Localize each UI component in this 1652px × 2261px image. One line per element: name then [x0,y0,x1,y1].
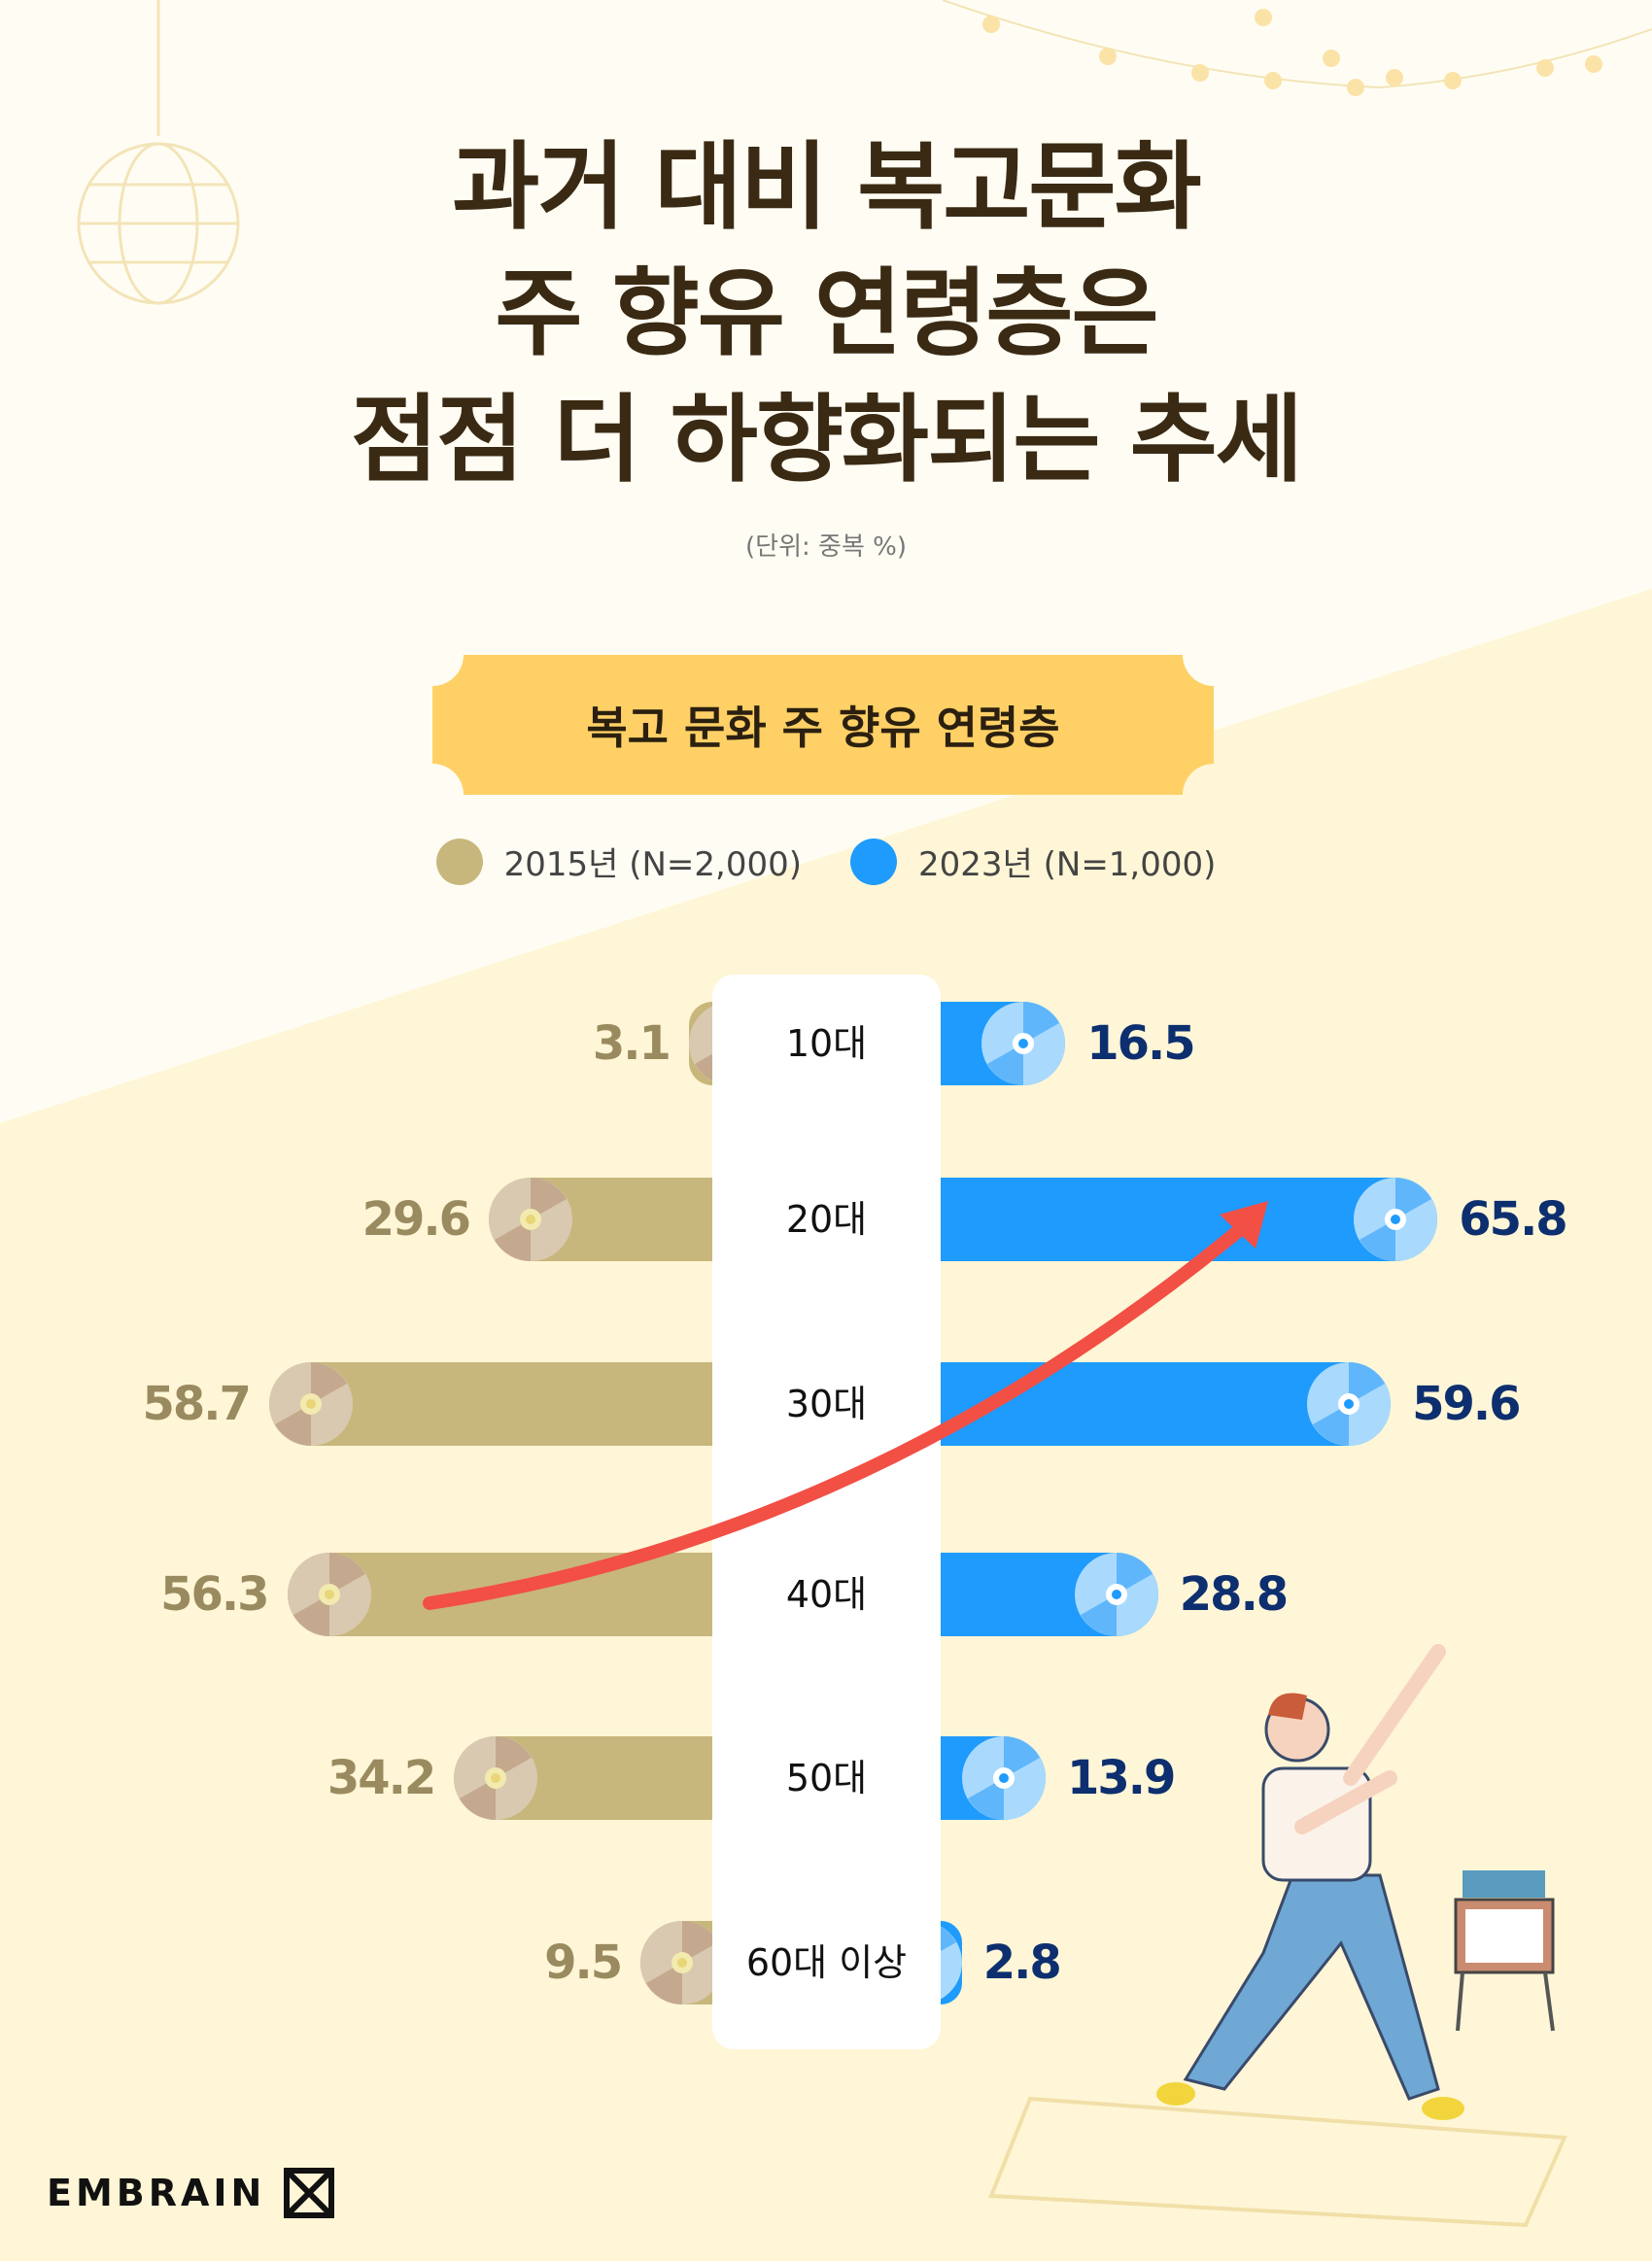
string-lights-icon [942,0,1652,96]
brand-logo: EMBRAIN [47,2167,335,2219]
title-line-2: 주 향유 연령층은 [495,258,1158,369]
category-label: 50대 [785,1757,868,1799]
record-disc-icon [1074,1553,1158,1636]
unit-label: (단위: 중복 %) [745,532,907,562]
value-label-2023: 59.6 [1412,1377,1521,1431]
legend: 2015년 (N=2,000) 2023년 (N=1,000) [0,838,1652,885]
category-label: 30대 [785,1383,868,1425]
record-disc-icon [489,1178,572,1261]
value-label-2015: 3.1 [592,1016,671,1071]
legend-item-2023: 2023년 (N=1,000) [850,838,1216,885]
value-label-2023: 13.9 [1067,1751,1176,1805]
category-label: 20대 [785,1198,868,1241]
category-column [712,975,941,2049]
category-label: 60대 이상 [745,1941,908,1984]
record-disc-icon [981,1002,1066,1085]
brand-name: EMBRAIN [47,2172,266,2214]
chart-title-ribbon: 복고 문화 주 향유 연령층 [432,655,1214,795]
embrain-logo-icon [284,2168,335,2218]
legend-swatch-2023 [850,838,897,885]
record-disc-icon [287,1553,371,1636]
dancing-person-illustration [988,1644,1567,2228]
record-disc-icon [962,1736,1046,1820]
value-label-2023: 2.8 [982,1936,1062,1990]
page-title: 과거 대비 복고문화 주 향유 연령층은 점점 더 하향화되는 추세 [0,124,1652,503]
record-disc-icon [1354,1178,1438,1261]
category-label: 40대 [785,1573,868,1616]
legend-label-2023: 2023년 (N=1,000) [918,845,1217,884]
value-label-2015: 34.2 [327,1751,436,1805]
value-label-2015: 58.7 [142,1377,251,1431]
record-disc-icon [268,1362,353,1446]
value-label-2015: 56.3 [160,1567,269,1622]
record-disc-icon [1307,1362,1392,1446]
category-label: 10대 [785,1022,868,1065]
legend-item-2015: 2015년 (N=2,000) [435,838,802,885]
legend-label-2015: 2015년 (N=2,000) [503,845,802,884]
legend-swatch-2015 [435,838,483,885]
record-disc-icon [454,1736,538,1820]
title-line-1: 과거 대비 복고문화 [452,132,1202,243]
chart-title: 복고 문화 주 향유 연령층 [586,702,1060,754]
value-label-2023: 16.5 [1086,1016,1195,1071]
value-label-2023: 65.8 [1459,1192,1567,1247]
title-line-3: 점점 더 하향화되는 추세 [351,385,1303,496]
disco-ball-icon [77,0,240,305]
value-label-2015: 9.5 [544,1936,623,1990]
record-disc-icon [640,1921,725,2004]
